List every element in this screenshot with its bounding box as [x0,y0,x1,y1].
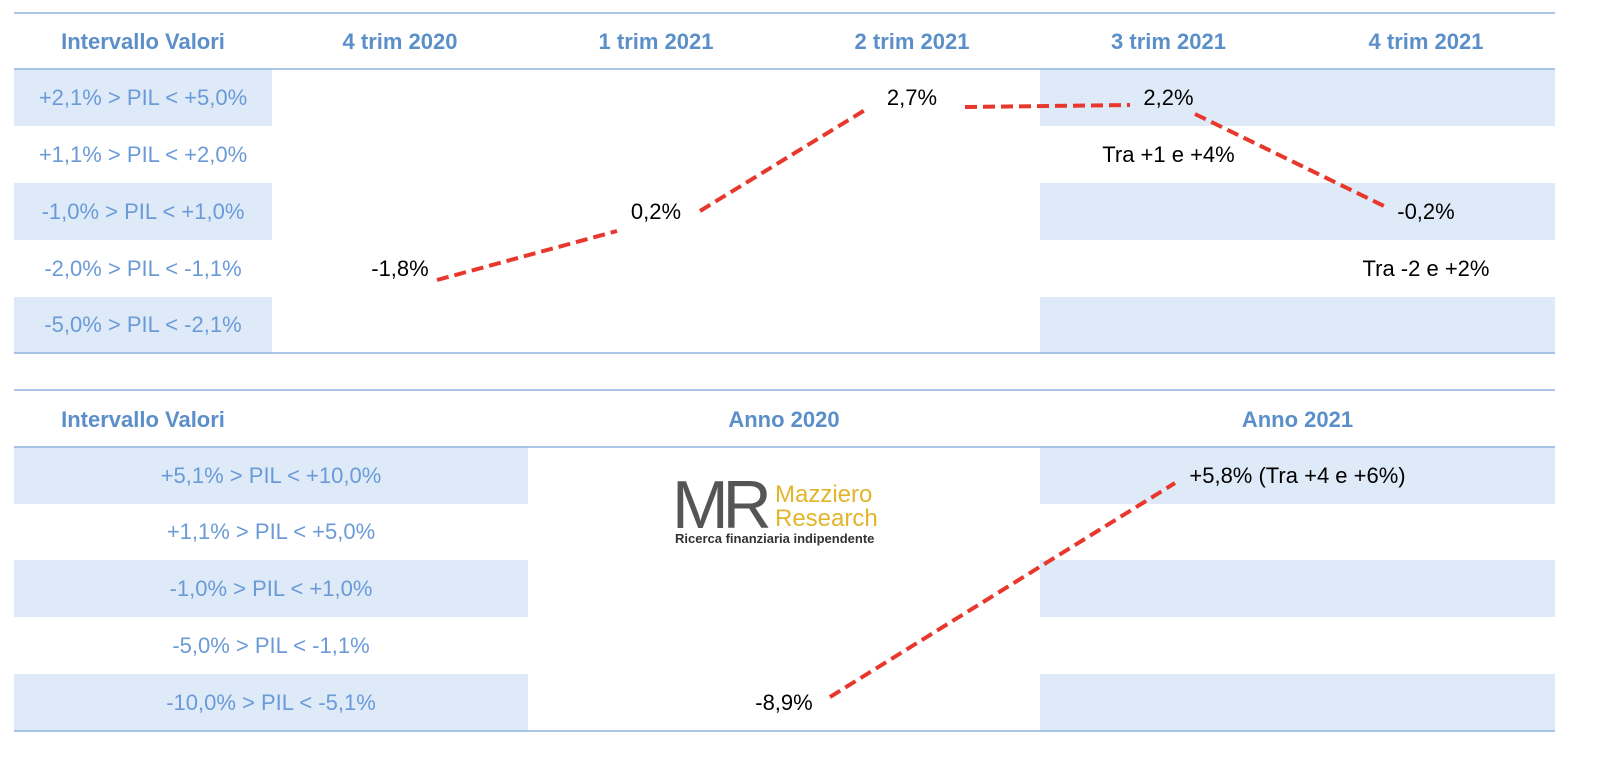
header-cell: Anno 2020 [728,406,840,432]
logo-name: Mazziero [775,481,872,508]
shade [14,447,528,504]
logo-mark: MR [672,467,769,543]
header-cell: Intervallo Valori [61,406,225,432]
rules [14,12,1555,732]
range-cell: -2,0% > PIL < -1,1% [44,255,242,281]
shade [1040,297,1555,353]
value-cell: +5,8% (Tra +4 e +6%) [1189,462,1406,488]
shade [1040,674,1555,731]
trend-line [1194,112,1389,210]
range-cell: +5,1% > PIL < +10,0% [160,462,382,488]
logo: MR Mazziero Research Ricerca finanziaria… [672,467,878,546]
shade [14,674,528,731]
value-cell: 2,7% [886,84,938,110]
logo-name: Research [775,505,878,532]
range-cell: -5,0% > PIL < -2,1% [44,312,242,337]
trend-line [698,108,867,213]
logo-tagline: Ricerca finanziaria indipendente [675,531,874,546]
header-cell: Anno 2021 [1241,406,1354,432]
header-cell: 1 trim 2021 [598,28,714,54]
shade [1040,69,1555,126]
value-cell: 2,2% [1143,84,1194,110]
trend-line [964,103,1131,109]
shade [1040,560,1555,617]
range-cell: +1,1% > PIL < +2,0% [38,141,248,167]
shade [1040,447,1555,504]
range-cell: +2,1% > PIL < +5,0% [38,84,248,110]
value-cell: Tra -2 e +2% [1362,255,1490,281]
shade [14,560,528,617]
shade [14,183,272,240]
shade [1040,183,1555,240]
range-cell: -1,0% > PIL < +1,0% [169,575,373,601]
header-cell: 2 trim 2021 [854,28,970,54]
value-cell: -8,9% [755,689,813,715]
trend-line [436,229,618,282]
trend-lines [436,103,1389,699]
header-cell: Intervallo Valori [61,28,225,54]
header-cell: 4 trim 2021 [1368,28,1484,54]
range-cell: -10,0% > PIL < -5,1% [166,689,376,715]
value-cell: 0,2% [630,198,682,224]
value-cell: -0,2% [1397,198,1455,224]
range-cell: -5,0% > PIL < -1,1% [172,632,370,658]
shade [14,297,272,353]
range-cell: +1,1% > PIL < +5,0% [166,519,376,544]
value-cell: -1,8% [371,255,429,281]
header-cell: 3 trim 2021 [1111,28,1226,54]
trend-line [828,481,1177,699]
shade [14,69,272,126]
header-cell: 4 trim 2020 [342,28,458,54]
value-cell: Tra +1 e +4% [1102,141,1235,167]
range-cell: -1,0% > PIL < +1,0% [41,198,245,224]
